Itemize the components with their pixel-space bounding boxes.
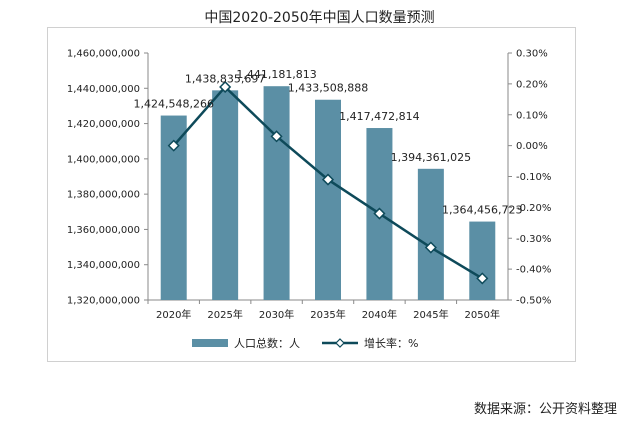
left-axis-tick-label: 1,320,000,000 (67, 296, 140, 307)
left-axis-tick-label: 1,440,000,000 (67, 84, 140, 95)
bar (417, 168, 444, 300)
bar (469, 221, 496, 300)
growth-rate-point (321, 173, 335, 186)
bar-data-label: 1,433,508,888 (288, 82, 368, 95)
bar-data-label: 1,441,181,813 (236, 68, 316, 81)
x-axis-tick-label: 2020年 (156, 308, 191, 321)
left-axis-tick-label: 1,380,000,000 (67, 190, 140, 201)
growth-rate-point (476, 272, 489, 285)
right-axis-tick-label: -0.20% (516, 203, 551, 214)
bar-data-label: 1,364,456,723 (442, 204, 522, 217)
x-axis-tick-label: 2045年 (413, 308, 448, 321)
right-axis-tick-label: -0.50% (516, 296, 551, 307)
right-axis-tick-label: 0.00% (516, 141, 548, 152)
chart-title: 中国2020-2050年中国人口数量预测 (204, 10, 435, 26)
growth-rate-point (373, 207, 386, 220)
x-axis-tick-label: 2040年 (362, 308, 397, 321)
x-axis-tick-label: 2030年 (259, 308, 294, 321)
growth-rate-point (219, 80, 232, 94)
bar-data-label: 1,424,548,266 (133, 98, 213, 111)
legend-line-marker (335, 338, 345, 348)
left-axis-tick-label: 1,360,000,000 (67, 225, 140, 236)
growth-rate-point (167, 139, 180, 152)
left-axis-tick-label: 1,340,000,000 (67, 260, 140, 271)
x-axis-tick-label: 2035年 (310, 308, 345, 321)
bar-data-label: 1,394,361,025 (391, 151, 471, 164)
left-axis-tick-label: 1,460,000,000 (67, 49, 140, 60)
bar (315, 99, 341, 301)
bar-data-label: 1,438,835,697 (185, 72, 265, 85)
chart-frame (47, 27, 576, 362)
legend-line-label: 增长率：% (364, 336, 418, 350)
right-axis-tick-label: -0.40% (516, 265, 551, 276)
x-axis-tick-label: 2025年 (207, 308, 242, 321)
right-axis-tick-label: 0.20% (516, 79, 548, 90)
source-note: 数据来源：公开资料整理 (473, 402, 617, 417)
right-axis-tick-label: -0.30% (516, 234, 551, 245)
right-axis-tick-label: -0.10% (516, 172, 551, 183)
legend-bar-swatch (192, 339, 228, 347)
left-axis-tick-label: 1,400,000,000 (67, 154, 140, 165)
growth-rate-point (424, 241, 437, 254)
growth-rate-point (270, 130, 283, 143)
bar (212, 90, 239, 300)
right-axis-tick-label: 0.30% (516, 49, 548, 60)
left-axis-tick-label: 1,420,000,000 (67, 119, 140, 130)
x-axis-tick-label: 2050年 (465, 308, 500, 321)
bar (263, 86, 290, 301)
bar-data-label: 1,417,472,814 (339, 110, 419, 123)
right-axis-tick-label: 0.10% (516, 110, 548, 121)
legend-bar-label: 人口总数：人 (234, 336, 300, 350)
